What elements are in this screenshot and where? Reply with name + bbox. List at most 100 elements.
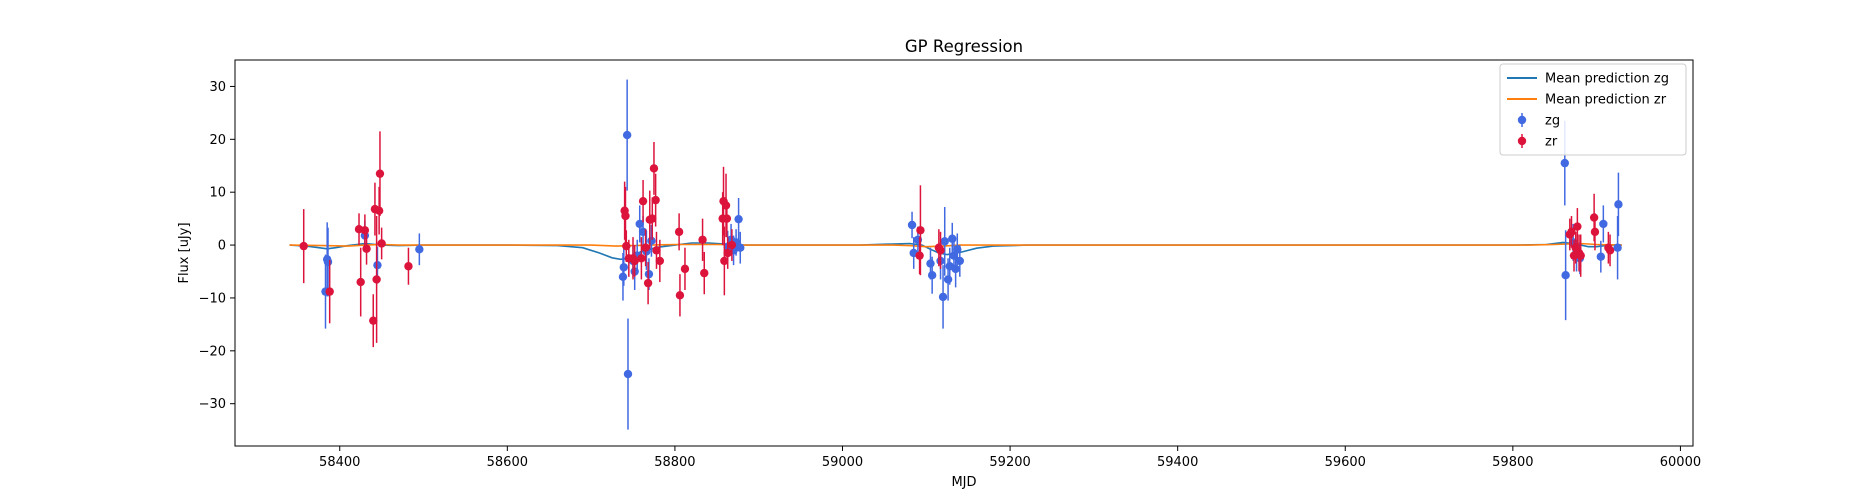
data-point-zr-3 bbox=[356, 277, 365, 287]
y-axis-label: Flux [uJy] bbox=[177, 222, 192, 283]
y-tick-label: −20 bbox=[199, 344, 226, 359]
legend: Mean prediction zg Mean prediction zr zg zr bbox=[1499, 63, 1687, 156]
data-point-zr-9 bbox=[374, 206, 384, 215]
data-point-zr-39 bbox=[723, 248, 732, 258]
data-point-zr-44 bbox=[936, 246, 945, 255]
data-point-zr-55 bbox=[1605, 246, 1615, 255]
data-point-zg-24 bbox=[907, 220, 917, 230]
data-point-zg-36 bbox=[951, 264, 960, 274]
data-point-zg-16 bbox=[644, 269, 654, 279]
data-point-zr-10 bbox=[375, 169, 385, 178]
data-point-zr-40 bbox=[727, 240, 737, 250]
data-point-zg-7 bbox=[619, 263, 628, 272]
x-axis-ticks: 58400 58600 58800 59000 59200 59400 59600 59800… bbox=[319, 446, 1701, 470]
data-point-zg-30 bbox=[938, 292, 948, 302]
data-point-zg-47 bbox=[1614, 200, 1623, 209]
data-point-zr-38 bbox=[722, 214, 732, 223]
legend-label: zr bbox=[1545, 135, 1558, 150]
x-tick-label: 58600 bbox=[487, 455, 528, 470]
legend-box bbox=[1499, 63, 1687, 156]
data-point-zr-5 bbox=[362, 244, 371, 253]
data-point-zr-4 bbox=[360, 226, 370, 235]
data-point-zr-26 bbox=[651, 195, 660, 205]
data-point-zr-0 bbox=[299, 241, 308, 251]
data-point-zr-12 bbox=[404, 262, 413, 271]
data-point-zr-25 bbox=[649, 164, 659, 173]
data-point-zg-8 bbox=[622, 130, 632, 140]
data-point-zg-40 bbox=[1561, 271, 1570, 280]
data-point-zg-46 bbox=[1613, 243, 1622, 252]
data-point-zr-37 bbox=[721, 201, 731, 210]
data-point-zg-6 bbox=[618, 272, 628, 281]
data-point-zg-22 bbox=[734, 214, 743, 224]
data-point-zr-22 bbox=[643, 278, 653, 288]
y-tick-label: 10 bbox=[209, 186, 226, 201]
data-point-zg-45 bbox=[1599, 219, 1608, 229]
data-point-zg-27 bbox=[926, 259, 935, 268]
y-tick-label: −30 bbox=[199, 397, 226, 412]
x-tick-label: 58800 bbox=[654, 455, 695, 470]
legend-swatch-marker bbox=[1517, 115, 1527, 125]
x-tick-label: 58400 bbox=[319, 455, 360, 470]
legend-label: Mean prediction zg bbox=[1545, 72, 1669, 87]
data-point-zr-53 bbox=[1590, 227, 1600, 237]
data-point-zr-28 bbox=[655, 256, 665, 266]
data-point-zg-4 bbox=[373, 260, 382, 270]
data-point-zg-32 bbox=[943, 275, 953, 284]
x-tick-label: 59000 bbox=[822, 455, 863, 470]
data-point-zr-46 bbox=[1567, 227, 1576, 237]
data-point-zr-6 bbox=[369, 316, 378, 325]
data-point-zr-20 bbox=[638, 196, 648, 206]
series-zr bbox=[299, 131, 1615, 348]
data-point-zg-38 bbox=[955, 256, 965, 266]
data-points bbox=[299, 79, 1623, 430]
data-point-zr-29 bbox=[674, 227, 684, 237]
plot-area-frame bbox=[234, 59, 1694, 447]
x-tick-label: 59600 bbox=[1325, 455, 1366, 470]
data-point-zr-24 bbox=[648, 214, 657, 223]
data-point-zr-19 bbox=[637, 254, 646, 263]
data-point-zg-44 bbox=[1596, 252, 1606, 261]
y-axis-ticks: −30 −20 −10 0 10 20 30 bbox=[199, 80, 235, 412]
y-tick-label: −10 bbox=[199, 291, 226, 306]
data-point-zr-31 bbox=[680, 264, 690, 274]
data-point-zr-36 bbox=[720, 256, 729, 266]
data-point-zr-21 bbox=[641, 243, 650, 252]
data-point-zr-33 bbox=[700, 268, 709, 278]
data-point-zr-41 bbox=[915, 251, 924, 260]
data-point-zr-27 bbox=[652, 246, 661, 255]
data-point-zg-17 bbox=[647, 236, 656, 246]
data-point-zg-2 bbox=[323, 257, 333, 267]
data-point-zr-18 bbox=[630, 256, 639, 266]
data-point-zg-28 bbox=[927, 271, 937, 280]
data-point-zr-30 bbox=[675, 291, 685, 300]
data-point-zg-13 bbox=[635, 219, 644, 229]
x-tick-label: 59800 bbox=[1492, 455, 1533, 470]
y-tick-label: 0 bbox=[218, 239, 226, 254]
data-point-zr-42 bbox=[916, 226, 925, 235]
x-tick-label: 59400 bbox=[1157, 455, 1198, 470]
legend-label: zg bbox=[1545, 114, 1560, 129]
y-tick-label: 30 bbox=[209, 80, 226, 95]
data-point-zg-31 bbox=[940, 237, 949, 246]
data-point-zr-32 bbox=[698, 235, 707, 244]
chart-title: GP Regression bbox=[905, 37, 1023, 56]
data-point-zr-8 bbox=[372, 275, 381, 284]
data-point-zr-49 bbox=[1573, 222, 1582, 231]
legend-label: Mean prediction zr bbox=[1545, 93, 1667, 108]
data-point-zg-23 bbox=[736, 243, 745, 252]
data-point-zr-51 bbox=[1576, 251, 1585, 260]
data-point-zr-14 bbox=[621, 211, 630, 221]
x-tick-label: 59200 bbox=[989, 455, 1030, 470]
data-point-zg-34 bbox=[948, 234, 957, 243]
data-point-zg-9 bbox=[623, 369, 633, 379]
data-point-zr-1 bbox=[325, 287, 334, 296]
data-point-zg-39 bbox=[1560, 158, 1569, 168]
data-point-zg-5 bbox=[415, 245, 424, 254]
y-tick-label: 20 bbox=[209, 133, 226, 148]
legend-swatch-marker bbox=[1517, 136, 1527, 146]
data-point-zr-11 bbox=[377, 239, 386, 248]
x-axis-label: MJD bbox=[951, 475, 976, 490]
data-point-zr-52 bbox=[1589, 213, 1599, 222]
